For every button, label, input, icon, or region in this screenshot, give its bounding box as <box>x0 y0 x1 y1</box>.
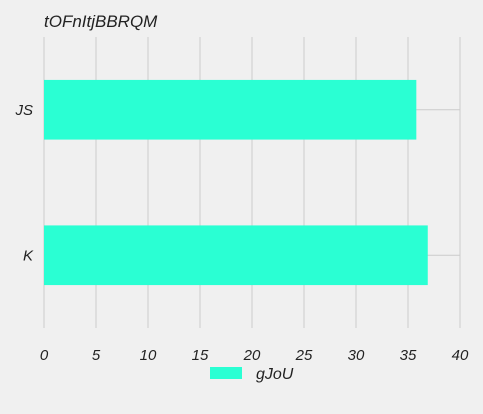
x-tick-label: 15 <box>192 347 209 364</box>
bar <box>44 225 428 286</box>
x-tick-label: 25 <box>295 347 313 364</box>
category-label: JS <box>14 102 33 119</box>
x-tick-label: 40 <box>452 347 469 364</box>
x-tick-label: 10 <box>140 347 157 364</box>
category-label: K <box>23 247 34 264</box>
chart-title: tOFnItjBBRQM <box>44 12 158 31</box>
bar <box>44 79 417 140</box>
category-labels: JS K <box>14 102 34 265</box>
legend: gJoU <box>210 366 294 383</box>
bar-layer <box>44 79 428 286</box>
legend-swatch <box>210 367 242 379</box>
x-tick-label: 20 <box>243 347 261 364</box>
x-tick-label: 5 <box>92 347 101 364</box>
legend-label: gJoU <box>256 366 294 383</box>
x-tick-labels: 0 5 10 15 20 25 30 35 40 <box>40 347 469 364</box>
x-tick-label: 0 <box>40 347 49 364</box>
x-tick-label: 35 <box>400 347 417 364</box>
x-tick-label: 30 <box>348 347 365 364</box>
